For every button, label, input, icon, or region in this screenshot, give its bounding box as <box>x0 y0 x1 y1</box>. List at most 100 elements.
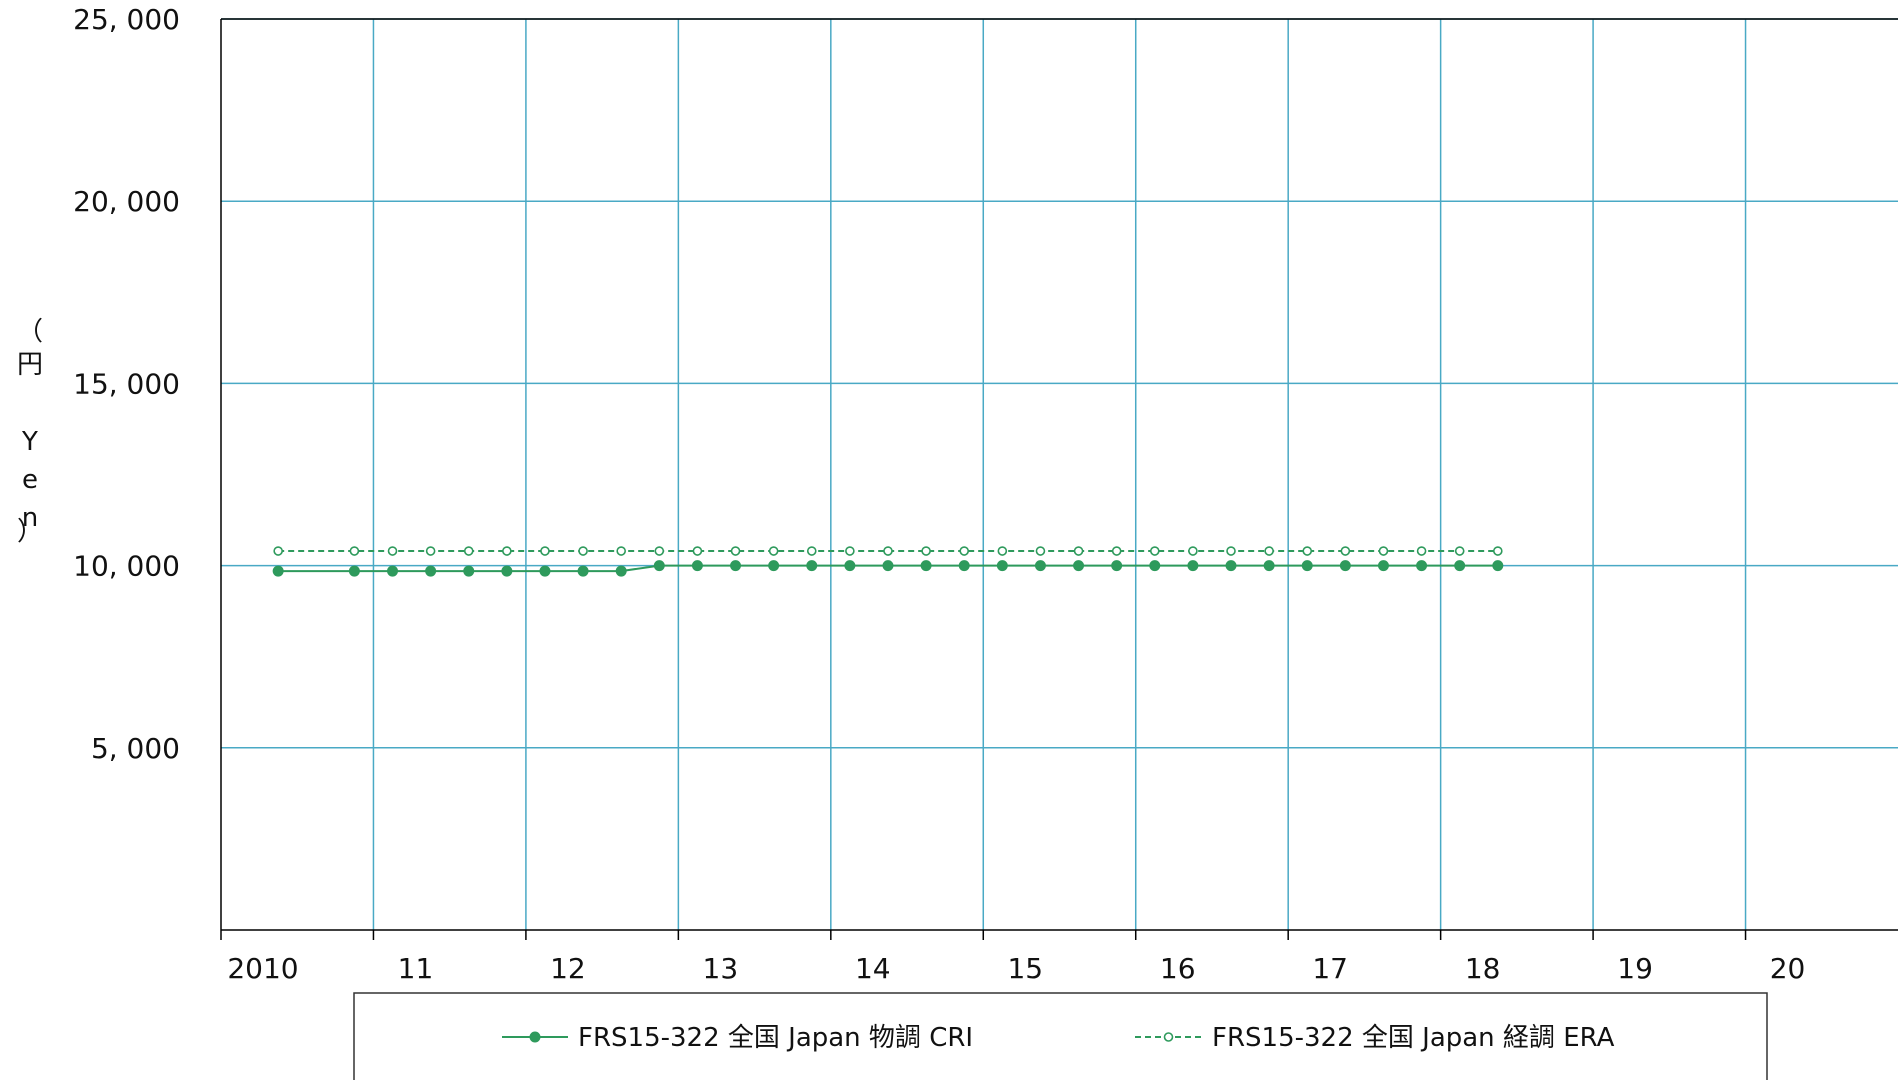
data-point <box>844 560 856 572</box>
data-point <box>1187 560 1199 572</box>
legend-entry-label: FRS15-322 全国 Japan 経調 ERA <box>1212 1023 1615 1053</box>
y-tick-label: 5, 000 <box>91 732 180 765</box>
data-point <box>691 560 703 572</box>
data-point <box>1264 546 1274 556</box>
x-tick-label: 19 <box>1617 952 1653 985</box>
data-point <box>272 565 284 577</box>
data-point <box>1149 560 1161 572</box>
y-axis-label-char: n <box>22 503 38 533</box>
series <box>272 546 1504 577</box>
legend: FRS15-322 全国 Japan 物調 CRI FRS15-322 全国 Ja… <box>353 992 1768 1080</box>
data-point <box>463 565 475 577</box>
data-point <box>768 560 780 572</box>
data-point <box>768 546 779 556</box>
y-axis-label-char: Y <box>21 427 38 457</box>
data-point <box>1339 560 1351 572</box>
data-point <box>692 546 703 556</box>
data-point <box>463 546 474 556</box>
data-point <box>883 546 893 556</box>
data-point <box>1226 546 1236 556</box>
data-point <box>1111 546 1122 556</box>
data-point <box>959 546 970 556</box>
data-point <box>1225 560 1237 572</box>
data-point <box>1302 546 1313 556</box>
data-point <box>1111 560 1123 572</box>
data-point <box>616 546 626 556</box>
x-tick-label: 13 <box>703 952 739 985</box>
data-point <box>653 560 665 572</box>
x-tick-labels: 2010 11 12 13 14 15 16 17 18 19 20 <box>227 952 1805 985</box>
data-point <box>1416 560 1428 572</box>
x-tick-label: 2010 <box>227 952 298 985</box>
x-tick-label: 18 <box>1465 952 1501 985</box>
legend-box <box>353 992 1768 1080</box>
data-point <box>730 546 741 556</box>
data-point <box>273 546 283 556</box>
y-tick-label: 25, 000 <box>73 3 180 36</box>
data-point <box>348 565 360 577</box>
y-axis-label-char: 円 <box>17 350 43 380</box>
x-tick-label: 20 <box>1770 952 1806 985</box>
x-tick-label: 15 <box>1007 952 1043 985</box>
y-tick-label: 10, 000 <box>73 550 180 583</box>
x-tick-label: 17 <box>1312 952 1348 985</box>
data-point <box>1378 546 1389 556</box>
data-point <box>1301 560 1313 572</box>
data-point <box>1149 546 1160 556</box>
data-point <box>1263 560 1275 572</box>
y-tick-label: 20, 000 <box>73 185 180 218</box>
data-point <box>1454 546 1465 556</box>
data-point <box>1454 560 1466 572</box>
data-point <box>921 546 931 556</box>
data-point <box>539 565 551 577</box>
data-point <box>1034 560 1046 572</box>
data-point <box>387 565 399 577</box>
data-point <box>1416 546 1427 556</box>
data-point <box>806 546 817 556</box>
y-axis-label-char: （ <box>17 317 43 347</box>
data-point <box>1073 560 1085 572</box>
axes <box>220 18 1898 940</box>
legend-entry-label: FRS15-322 全国 Japan 物調 CRI <box>578 1023 973 1053</box>
data-point <box>845 546 855 556</box>
y-axis-label-char: e <box>22 465 38 495</box>
data-point <box>1492 560 1504 572</box>
y-axis-label: （円 Yen） <box>17 317 43 547</box>
y-axis-label-char: ） <box>17 517 43 547</box>
data-point <box>1073 546 1084 556</box>
legend-swatch-marker <box>529 1031 541 1043</box>
legend-swatch-marker <box>1163 1032 1174 1042</box>
data-point <box>958 560 970 572</box>
data-point <box>578 546 588 556</box>
y-tick-label: 15, 000 <box>73 367 180 400</box>
data-point <box>501 565 513 577</box>
data-point <box>349 546 360 556</box>
data-point <box>997 546 1008 556</box>
data-point <box>882 560 894 572</box>
data-point <box>540 546 550 556</box>
data-point <box>502 546 512 556</box>
data-point <box>387 546 398 556</box>
data-point <box>920 560 932 572</box>
data-point <box>730 560 742 572</box>
data-point <box>425 546 436 556</box>
data-point <box>425 565 437 577</box>
data-point <box>1377 560 1389 572</box>
x-tick-label: 12 <box>550 952 586 985</box>
x-tick-label: 11 <box>398 952 434 985</box>
data-point <box>1035 546 1046 556</box>
data-point <box>615 565 627 577</box>
grid-lines <box>221 18 1898 930</box>
x-tick-label: 16 <box>1160 952 1196 985</box>
data-point <box>654 546 665 556</box>
data-point <box>996 560 1008 572</box>
data-point <box>577 565 589 577</box>
data-point <box>1188 546 1198 556</box>
data-point <box>1493 546 1503 556</box>
y-tick-labels: 25, 000 20, 000 15, 000 10, 000 5, 000 <box>73 3 180 765</box>
series-line <box>278 564 1498 573</box>
data-point <box>806 560 818 572</box>
data-point <box>1340 546 1351 556</box>
x-tick-label: 14 <box>855 952 891 985</box>
